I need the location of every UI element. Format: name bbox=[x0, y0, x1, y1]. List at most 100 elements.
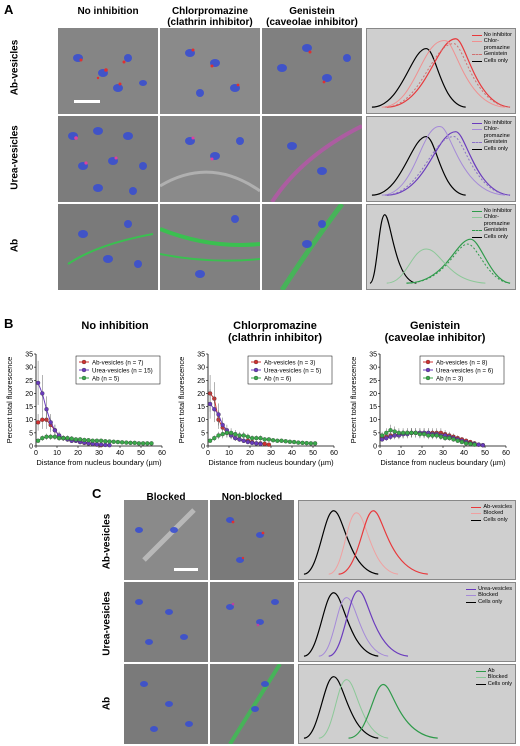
data-point bbox=[128, 440, 133, 445]
legend-swatch bbox=[471, 129, 482, 131]
x-tick-label: 30 bbox=[439, 450, 447, 457]
y-tick-label: 25 bbox=[197, 378, 205, 385]
data-point bbox=[463, 441, 469, 446]
flow-legend-a-ab-vesicles: No inhibitor Chlor- promazine Genistein Cel… bbox=[471, 32, 512, 64]
y-tick-label: 15 bbox=[25, 404, 33, 411]
legend-label: Cells only bbox=[483, 57, 508, 64]
data-point bbox=[98, 442, 104, 447]
data-point bbox=[52, 434, 58, 439]
data-point bbox=[216, 433, 221, 438]
data-point bbox=[312, 441, 318, 446]
data-point bbox=[421, 432, 427, 437]
flow-histogram-c-ab-vesicles: Ab-vesicles Blocked Cells only bbox=[298, 500, 516, 580]
data-point bbox=[145, 441, 150, 446]
legend-label: Urea-vesicles (n = 6) bbox=[436, 367, 493, 374]
data-point bbox=[220, 432, 225, 437]
legend-label: Ab (n = 6) bbox=[264, 375, 291, 382]
data-point bbox=[447, 435, 452, 441]
data-point bbox=[430, 433, 435, 438]
legend-label: Genistein bbox=[483, 139, 508, 146]
x-tick-label: 60 bbox=[158, 450, 166, 457]
legend-label: Cells only bbox=[483, 516, 508, 523]
legend-swatch bbox=[471, 148, 482, 150]
legend-label: Ab-vesicles (n = 7) bbox=[92, 359, 143, 366]
legend-swatch bbox=[475, 677, 486, 679]
data-point bbox=[40, 435, 45, 441]
legend-label: No inhibitor bbox=[483, 208, 512, 214]
legend-marker bbox=[425, 375, 431, 381]
data-point bbox=[245, 434, 251, 439]
data-point bbox=[40, 391, 45, 396]
data-point bbox=[476, 442, 481, 447]
data-point bbox=[459, 439, 465, 445]
micrograph-c-urea-vesicles-non-blocked bbox=[210, 582, 294, 662]
y-tick-label: 10 bbox=[197, 417, 205, 424]
legend-label: No inhibitor bbox=[483, 32, 512, 38]
chart-genistein: 0 10 20 30 40 50 60 0 5 10 15 20 25 30 35 Percent total… bbox=[349, 352, 510, 468]
flow-c-legend-item: Blocked bbox=[471, 510, 512, 516]
flow-a-legend-item: Genistein bbox=[471, 51, 512, 58]
legend-label: Ab (n = 5) bbox=[92, 375, 119, 382]
y-tick-label: 10 bbox=[25, 417, 33, 424]
legend-label: Genistein bbox=[483, 227, 508, 234]
chart-title-genistein: Genistein (caveolae inhibitor) bbox=[384, 320, 486, 344]
micrograph-a-ab-vesicles-chlorpromazine bbox=[160, 28, 260, 114]
x-tick-label: 60 bbox=[502, 450, 510, 457]
legend-label: Cells only bbox=[487, 680, 512, 687]
data-point bbox=[115, 439, 121, 445]
legend-label: Ab-vesicles bbox=[483, 504, 512, 510]
legend-swatch bbox=[475, 683, 486, 685]
legend-marker bbox=[253, 367, 259, 373]
legend-label: Ab-vesicles (n = 8) bbox=[436, 359, 487, 366]
data-point bbox=[69, 436, 74, 441]
y-tick-label: 5 bbox=[373, 430, 377, 437]
legend-label: Genistein bbox=[483, 51, 508, 58]
data-point bbox=[279, 438, 284, 443]
flow-c-legend-item: Urea-vesicles bbox=[466, 586, 512, 592]
legend-label: Blocked bbox=[487, 674, 508, 681]
micrograph-a-ab-vesicles-no-inhibition bbox=[58, 28, 158, 114]
flow-c-legend-item: Cells only bbox=[475, 680, 512, 687]
x-tick-label: 10 bbox=[397, 450, 405, 457]
legend-label: Urea-vesicles (n = 5) bbox=[264, 367, 321, 374]
legend-swatch bbox=[471, 54, 482, 56]
flow-histogram-a-urea-vesicles: No inhibitor Chlor- promazine Genistein Cel… bbox=[366, 116, 516, 202]
data-point bbox=[417, 432, 423, 437]
data-point bbox=[216, 412, 221, 417]
data-point bbox=[228, 430, 234, 436]
data-point bbox=[287, 439, 293, 444]
x-tick-label: 10 bbox=[53, 450, 61, 457]
legend-swatch bbox=[471, 230, 482, 232]
panel-b-letter: B bbox=[4, 316, 14, 331]
micrograph-a-ab-chlorpromazine bbox=[160, 204, 260, 290]
data-point bbox=[249, 435, 255, 441]
flow-a-legend-item: No inhibitor bbox=[471, 208, 512, 214]
flow-a-legend-item: Chlor- promazine bbox=[471, 126, 512, 139]
flow-a-legend-item: Cells only bbox=[471, 57, 512, 64]
data-point bbox=[98, 438, 104, 443]
panel-c-row-label-ab: Ab bbox=[101, 696, 113, 711]
data-point bbox=[434, 433, 439, 438]
legend-label: Blocked bbox=[478, 592, 499, 599]
data-point bbox=[241, 438, 246, 443]
data-point bbox=[35, 438, 41, 443]
y-axis-label: Percent total fluorescence bbox=[177, 357, 186, 444]
data-point bbox=[233, 432, 238, 437]
micrograph-c-urea-vesicles-blocked bbox=[124, 582, 208, 662]
data-point bbox=[270, 438, 276, 443]
flow-histogram-c-ab: Ab Blocked Cells only bbox=[298, 664, 516, 744]
legend-swatch bbox=[471, 35, 482, 36]
flow-a-legend-item: Cells only bbox=[471, 234, 512, 240]
data-point bbox=[426, 433, 431, 438]
data-point bbox=[388, 428, 393, 433]
y-tick-label: 30 bbox=[197, 365, 205, 372]
data-point bbox=[379, 433, 385, 438]
legend-label: Chlor- promazine bbox=[483, 214, 510, 227]
data-point bbox=[61, 435, 66, 441]
data-point bbox=[124, 440, 129, 445]
flow-legend-a-ab: No inhibitor Chlor- promazine Genistein Cel… bbox=[471, 208, 512, 240]
data-point bbox=[455, 438, 460, 443]
data-point bbox=[103, 439, 108, 444]
data-point bbox=[107, 439, 112, 444]
data-point bbox=[40, 417, 45, 422]
